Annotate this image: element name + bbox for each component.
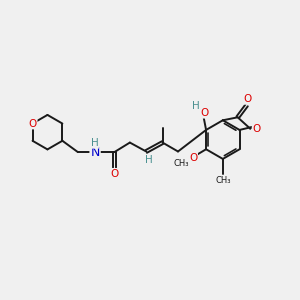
Text: CH₃: CH₃ bbox=[215, 176, 231, 185]
Text: H: H bbox=[145, 155, 152, 165]
Text: O: O bbox=[189, 153, 197, 163]
Text: O: O bbox=[253, 124, 261, 134]
Text: CH₃: CH₃ bbox=[173, 159, 189, 168]
Text: H: H bbox=[91, 138, 98, 148]
Text: H: H bbox=[191, 100, 199, 111]
Text: O: O bbox=[200, 108, 208, 118]
Text: O: O bbox=[28, 118, 37, 128]
Text: N: N bbox=[90, 146, 100, 159]
Text: O: O bbox=[244, 94, 252, 104]
Text: O: O bbox=[110, 169, 118, 179]
